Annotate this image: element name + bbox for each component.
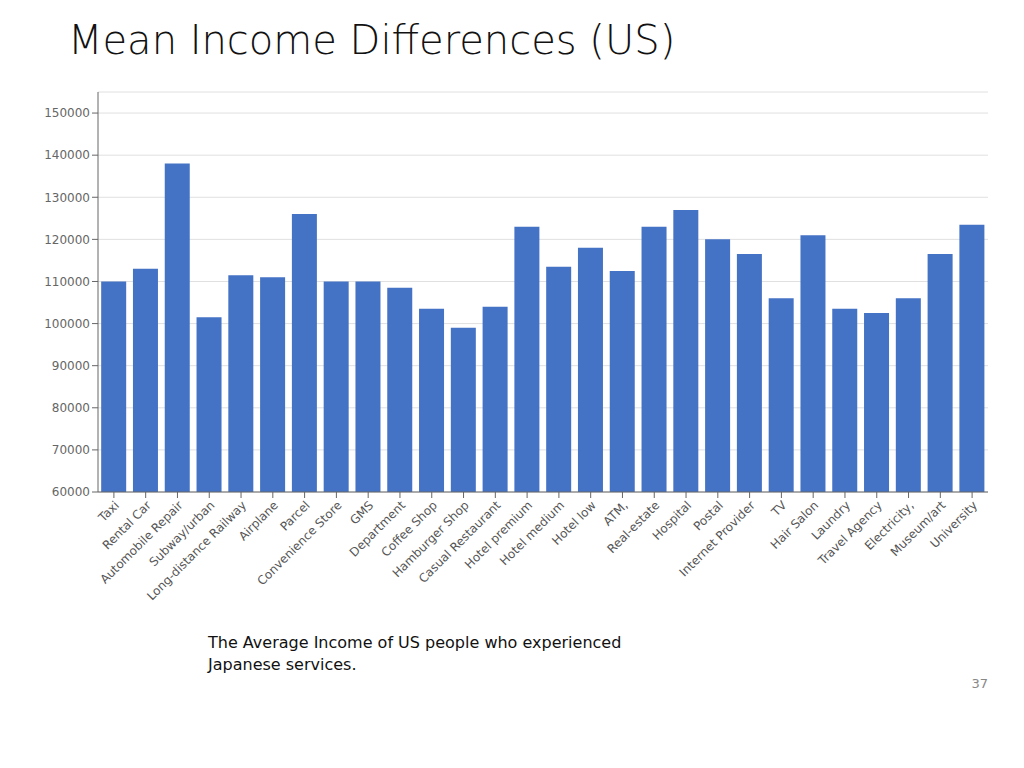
svg-text:80000: 80000 [52,401,90,415]
svg-text:60000: 60000 [52,485,90,499]
svg-text:Subway/urban: Subway/urban [146,498,218,570]
svg-text:140000: 140000 [44,148,90,162]
svg-text:Automobile Repair: Automobile Repair [97,498,186,587]
svg-text:GMS: GMS [347,498,376,527]
svg-text:Hotel premium: Hotel premium [462,498,536,572]
svg-text:Real-estate: Real-estate [604,498,662,556]
svg-text:Rental Car: Rental Car [99,498,154,553]
svg-text:Hotel medium: Hotel medium [497,498,567,569]
svg-text:Coffee Shop: Coffee Shop [378,498,440,560]
svg-text:Electricity,: Electricity, [861,498,917,553]
svg-text:Taxi: Taxi [95,498,122,525]
html-text:Mean Income Differences (US): Mean Income Differences (US) [68,17,676,63]
svg-text:Hamburger Shop: Hamburger Shop [389,498,472,581]
html-text:Japanese services.: Japanese services. [208,655,357,674]
svg-text:130000: 130000 [44,191,90,205]
svg-text:90000: 90000 [52,359,90,373]
svg-text:Casual Restaurant: Casual Restaurant [415,498,504,586]
svg-text:Hotel low: Hotel low [549,498,599,548]
svg-text:Airplane: Airplane [236,498,281,543]
svg-text:Hospital: Hospital [650,498,695,543]
svg-text:TV: TV [768,498,790,520]
svg-text:70000: 70000 [52,443,90,457]
svg-text:Museum/art: Museum/art [887,498,949,559]
svg-text:Convenience Store: Convenience Store [255,498,345,588]
svg-text:100000: 100000 [44,317,90,331]
svg-text:Laundry: Laundry [808,498,854,543]
svg-text:Travel Agency: Travel Agency [815,498,885,568]
svg-text:Internet Provider: Internet Provider [677,498,758,579]
html-text:37: 37 [971,676,988,691]
svg-text:Hair Salon: Hair Salon [768,498,822,552]
svg-text:Department: Department [346,498,409,560]
svg-text:110000: 110000 [44,275,90,289]
svg-text:Parcel: Parcel [277,498,313,534]
svg-text:Long-distance Railway: Long-distance Railway [144,498,249,603]
svg-text:Postal: Postal [690,498,726,534]
svg-text:ATM,: ATM, [600,498,631,529]
svg-text:150000: 150000 [44,106,90,120]
svg-text:120000: 120000 [44,233,90,247]
html-text:The Average Income of US peopl: The Average Income of US people who expe… [208,633,622,652]
svg-text:University: University [928,498,981,551]
